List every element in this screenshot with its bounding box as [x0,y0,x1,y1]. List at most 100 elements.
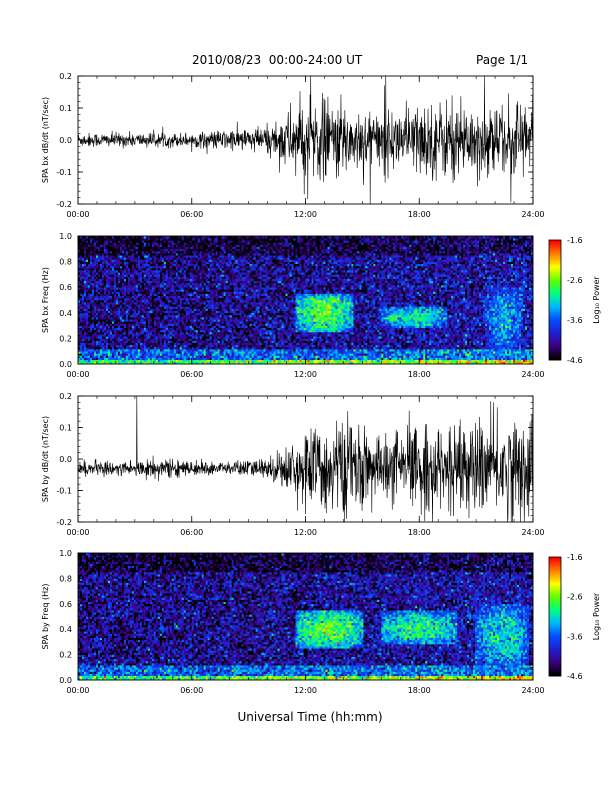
heatmap-cell [176,279,178,281]
heatmap-cell [180,281,182,283]
heatmap-cell [222,326,224,328]
heatmap-cell [178,274,180,276]
heatmap-cell [90,268,92,270]
heatmap-cell [158,257,160,259]
heatmap-cell [216,294,218,296]
heatmap-cell [158,311,160,313]
heatmap-cell [142,262,144,264]
heatmap-cell [202,251,204,253]
heatmap-cell [238,313,240,315]
heatmap-cell [200,313,202,315]
heatmap-cell [184,247,186,249]
heatmap-cell [142,274,144,276]
heatmap-cell [222,309,224,311]
heatmap-cell [196,341,198,343]
heatmap-cell [148,277,150,279]
heatmap-cell [106,287,108,289]
heatmap-cell [146,272,148,274]
heatmap-cell [90,319,92,321]
heatmap-cell [148,323,150,325]
heatmap-cell [118,266,120,268]
heatmap-cell [178,291,180,293]
heatmap-cell [228,245,230,247]
heatmap-cell [106,253,108,255]
heatmap-cell [224,259,226,261]
heatmap-cell [192,347,194,349]
heatmap-cell [94,262,96,264]
heatmap-cell [90,311,92,313]
heatmap-cell [210,341,212,343]
heatmap-cell [168,247,170,249]
heatmap-cell [134,353,136,355]
heatmap-cell [88,285,90,287]
heatmap-cell [94,251,96,253]
heatmap-cell [108,259,110,261]
heatmap-cell [102,313,104,315]
heatmap-cell [126,259,128,261]
heatmap-cell [110,355,112,357]
heatmap-cell [84,319,86,321]
heatmap-cell [210,268,212,270]
heatmap-cell [140,358,142,360]
heatmap-cell [152,355,154,357]
heatmap-cell [192,255,194,257]
heatmap-cell [130,287,132,289]
heatmap-cell [120,309,122,311]
heatmap-cell [112,296,114,298]
heatmap-cell [210,306,212,308]
heatmap-cell [204,255,206,257]
heatmap-cell [186,257,188,259]
heatmap-cell [160,281,162,283]
heatmap-cell [166,304,168,306]
heatmap-cell [144,298,146,300]
heatmap-cell [194,341,196,343]
heatmap-cell [112,283,114,285]
heatmap-cell [182,281,184,283]
heatmap-cell [96,317,98,319]
heatmap-cell [208,238,210,240]
heatmap-cell [184,255,186,257]
heatmap-cell [216,347,218,349]
heatmap-cell [196,245,198,247]
heatmap-cell [94,277,96,279]
heatmap-cell [238,266,240,268]
heatmap-cell [206,289,208,291]
heatmap-cell [184,251,186,253]
heatmap-cell [196,360,198,362]
heatmap-cell [184,304,186,306]
heatmap-cell [144,289,146,291]
heatmap-cell [122,257,124,259]
heatmap-cell [178,281,180,283]
heatmap-cell [204,349,206,351]
heatmap-cell [112,360,114,362]
heatmap-cell [128,315,130,317]
heatmap-cell [186,270,188,272]
heatmap-cell [88,272,90,274]
heatmap-cell [214,255,216,257]
heatmap-cell [92,315,94,317]
heatmap-cell [230,358,232,360]
heatmap-cell [154,321,156,323]
heatmap-cell [96,328,98,330]
heatmap-cell [156,259,158,261]
heatmap-cell [208,323,210,325]
heatmap-cell [96,296,98,298]
heatmap-cell [110,321,112,323]
heatmap-cell [144,262,146,264]
heatmap-cell [200,311,202,313]
heatmap-cell [86,330,88,332]
heatmap-cell [138,259,140,261]
heatmap-cell [88,291,90,293]
heatmap-cell [110,285,112,287]
heatmap-cell [224,317,226,319]
heatmap-cell [190,298,192,300]
heatmap-cell [230,351,232,353]
heatmap-cell [142,319,144,321]
heatmap-cell [98,336,100,338]
heatmap-cell [228,351,230,353]
heatmap-cell [116,257,118,259]
heatmap-cell [162,300,164,302]
heatmap-cell [94,347,96,349]
heatmap-cell [134,341,136,343]
heatmap-cell [116,345,118,347]
